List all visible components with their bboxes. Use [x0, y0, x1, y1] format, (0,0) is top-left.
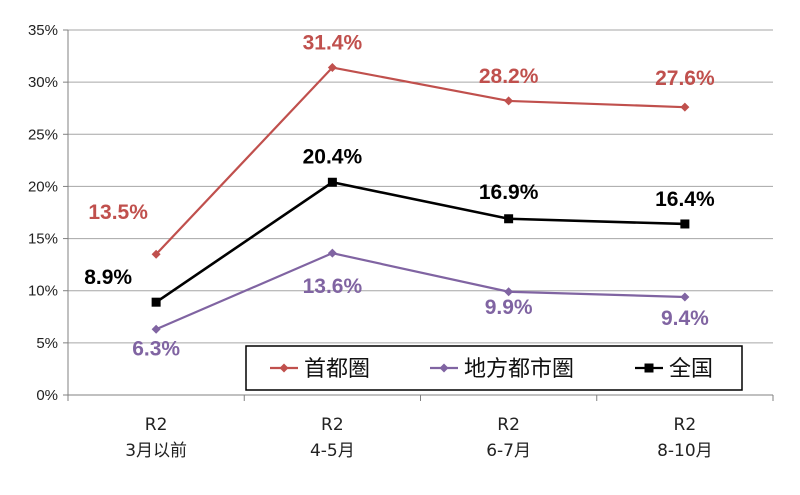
data-label: 9.9%: [485, 296, 533, 319]
data-label: 16.4%: [655, 188, 715, 211]
legend-label: 首都圏: [304, 357, 370, 382]
x-axis: R2 3月以前 R2 4-5月 R2 6-7月 R2 8-10月: [67, 394, 774, 461]
data-label: 20.4%: [303, 145, 363, 168]
x-tick-label: R2: [674, 415, 697, 435]
y-tick-label: 25%: [28, 126, 58, 143]
series-line: [155, 180, 685, 304]
data-point: [327, 177, 337, 187]
y-tick-label: 30%: [28, 74, 58, 91]
legend: 首都圏 地方都市圏 全国: [245, 345, 743, 391]
data-point: [327, 63, 337, 73]
data-label: 31.4%: [303, 32, 363, 55]
legend-marker: [439, 363, 449, 373]
data-label: 16.9%: [479, 181, 539, 204]
data-point: [151, 324, 161, 334]
data-label: 13.5%: [88, 201, 148, 224]
data-label: 6.3%: [132, 337, 180, 360]
y-axis: 0% 5% 10% 15% 20% 25% 30% 35%: [28, 22, 69, 404]
legend-marker: [644, 363, 654, 373]
y-tick-label: 15%: [28, 231, 58, 248]
x-tick-label: 8-10月: [657, 441, 713, 461]
data-point: [680, 219, 690, 229]
data-point: [327, 248, 337, 258]
series-line: [155, 252, 685, 331]
x-tick-label: R2: [497, 415, 520, 435]
data-point: [151, 249, 161, 259]
data-point: [680, 102, 690, 112]
y-tick-label: 0%: [36, 387, 58, 404]
data-point: [504, 287, 514, 297]
legend-marker: [279, 363, 289, 373]
y-tick-label: 10%: [28, 283, 58, 300]
x-tick-label: R2: [321, 415, 344, 435]
data-point: [504, 214, 514, 224]
data-label: 28.2%: [479, 65, 539, 88]
data-point: [680, 292, 690, 302]
x-tick-label: 3月以前: [125, 441, 187, 461]
x-tick-label: 4-5月: [310, 441, 355, 461]
legend-label: 全国: [669, 357, 713, 382]
series-line: [155, 66, 685, 255]
series-group: [151, 63, 690, 334]
y-tick-label: 35%: [28, 22, 58, 39]
grid-lines: [68, 29, 773, 396]
x-tick-label: R2: [145, 415, 168, 435]
data-label: 27.6%: [655, 67, 715, 90]
legend-label: 地方都市圏: [464, 357, 574, 382]
data-labels: 13.5% 31.4% 28.2% 27.6% 6.3% 13.6% 9.9% 9.4% 8.9…: [84, 32, 715, 361]
data-label: 9.4%: [661, 307, 709, 330]
y-tick-label: 20%: [28, 178, 58, 195]
data-point: [151, 297, 161, 307]
data-label: 13.6%: [303, 275, 363, 298]
data-label: 8.9%: [84, 266, 132, 289]
data-point: [504, 96, 514, 106]
x-tick-label: 6-7月: [486, 441, 531, 461]
y-tick-label: 5%: [36, 335, 58, 352]
